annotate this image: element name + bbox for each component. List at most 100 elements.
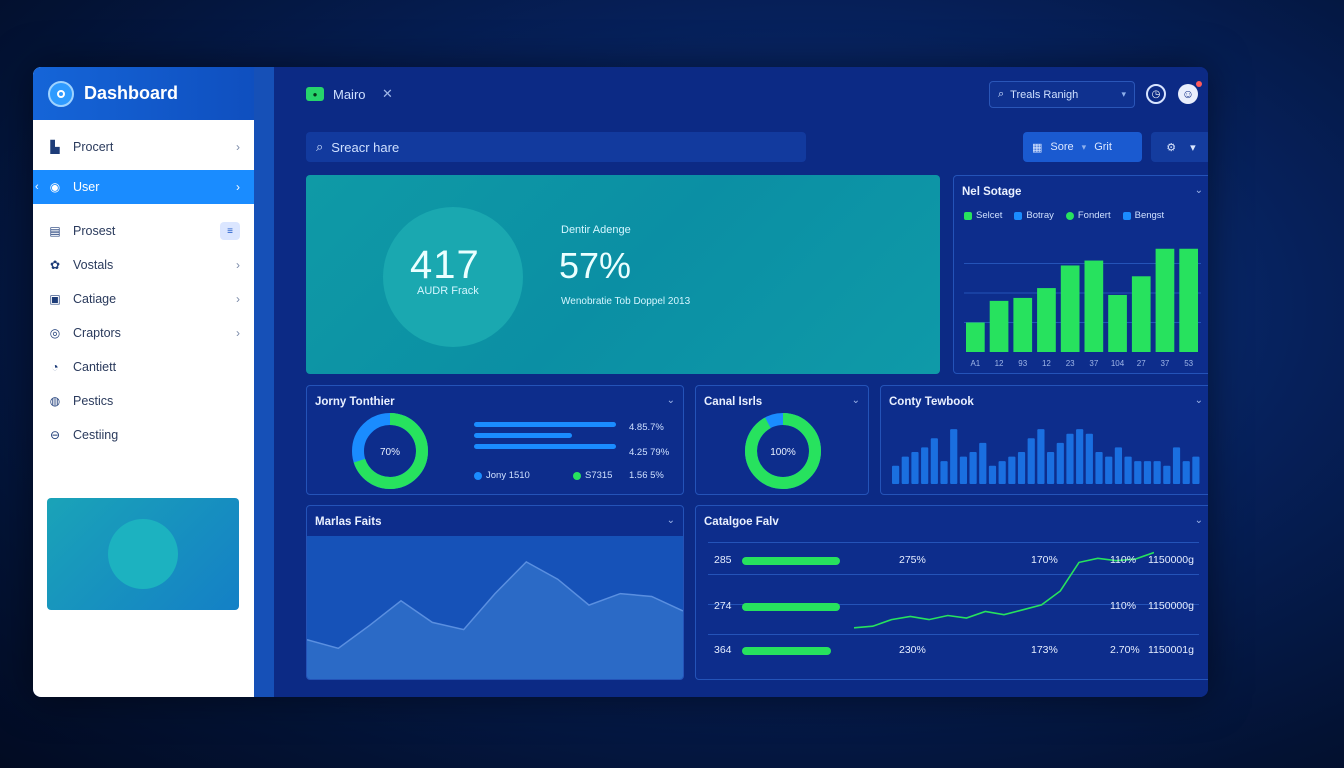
chevron-right-icon: › — [236, 292, 240, 306]
sidebar-item-label: Vostals — [73, 258, 114, 272]
bar — [1179, 248, 1198, 352]
bar — [1037, 429, 1045, 484]
search-bar[interactable]: ⌕ — [306, 132, 806, 162]
bar — [1047, 452, 1055, 484]
view-toggle-right[interactable]: Grit — [1094, 141, 1112, 153]
view-toggle[interactable]: ▦ Sore ▾ Grit — [1023, 132, 1142, 162]
tick-label: A1 — [970, 359, 980, 368]
sidebar-item-pestics[interactable]: ◍ Pestics — [33, 384, 254, 418]
sidebar-item-procert[interactable]: ▙ Procert › — [33, 130, 254, 164]
view-toggle-left[interactable]: Sore — [1050, 141, 1074, 153]
gear-icon: ⚙ — [1166, 141, 1177, 154]
hero-label: Dentir Adenge — [561, 224, 631, 236]
legend-item: S7315 — [573, 470, 612, 481]
bar — [1017, 452, 1026, 484]
row-pct: 275% — [899, 554, 926, 566]
conty-bar-chart — [892, 429, 1200, 484]
area-fill — [307, 561, 683, 679]
promo-card[interactable] — [47, 498, 239, 610]
close-icon[interactable]: ✕ — [382, 86, 393, 101]
legend-item: Botray — [1014, 210, 1054, 221]
bar — [1076, 429, 1084, 484]
card-title: Catalgoe Falv — [704, 516, 779, 528]
sidebar-item-cestiing[interactable]: ⊖ Cestiing — [33, 418, 254, 452]
search-icon: ⌕ — [316, 139, 324, 154]
chart-legend: Selcet Botray Fondert Bengst — [964, 210, 1164, 221]
chevron-down-icon: ▾ — [1121, 89, 1126, 99]
tab-mairo[interactable]: Mairo — [333, 87, 366, 102]
divider — [708, 604, 1199, 605]
legend-label: Bengst — [1134, 210, 1165, 221]
progress-bars — [474, 422, 674, 455]
hero-value-sub: AUDR Frack — [417, 285, 479, 297]
tick-label: 104 — [1111, 359, 1125, 368]
chevron-down-icon[interactable]: ⌄ — [666, 395, 675, 406]
top-search-dropdown[interactable]: ⌕ Treals Ranigh ▾ — [989, 81, 1135, 108]
bar — [959, 456, 967, 484]
sidebar-item-label: Cantiett — [73, 360, 117, 374]
divider — [708, 574, 1199, 575]
row-right-pct: 110% — [1110, 554, 1137, 566]
search-icon: ⌕ — [998, 88, 1005, 100]
sidebar-divider — [254, 67, 274, 697]
chevron-down-icon[interactable]: ⌄ — [1194, 185, 1203, 196]
row-mid: 173% — [1031, 644, 1058, 656]
bar — [1037, 288, 1056, 352]
hero-card: 417 AUDR Frack Dentir Adenge 57% Wenobra… — [306, 175, 940, 374]
bar-value: 4.25 79% — [629, 447, 670, 458]
bar — [1192, 456, 1200, 484]
legend-swatch — [573, 471, 581, 480]
chevron-right-icon: › — [236, 140, 240, 154]
bar — [1124, 456, 1132, 484]
chevron-down-icon[interactable]: ⌄ — [851, 395, 860, 406]
search-input[interactable] — [331, 139, 796, 155]
row-label: 285 — [714, 554, 732, 566]
chevron-down-icon[interactable]: ⌄ — [1194, 515, 1203, 526]
donut-value — [352, 413, 428, 489]
chevron-right-icon: › — [236, 180, 240, 194]
avatar[interactable]: ☺ — [1178, 84, 1198, 104]
legend-label: Selcet — [976, 210, 1003, 221]
bar — [1134, 461, 1142, 484]
tick-label: 27 — [1137, 359, 1146, 368]
sidebar-item-user[interactable]: ‹ ◉ User › — [33, 170, 254, 204]
row-pct: 230% — [899, 644, 926, 656]
card-title: Conty Tewbook — [889, 396, 974, 408]
chart-circle-icon: ◔ — [51, 360, 59, 374]
row-label: 274 — [714, 600, 732, 612]
sidebar-item-prosest[interactable]: ▤ Prosest ≡ — [33, 214, 254, 248]
compass-icon: ◎ — [49, 326, 61, 340]
sidebar-item-cantiett[interactable]: ◔ Cantiett — [33, 350, 254, 384]
tick-label: 37 — [1089, 359, 1098, 368]
tick-label: 53 — [1184, 359, 1193, 368]
legend-value: 1.56 5% — [629, 470, 664, 481]
folder-icon: ▤ — [49, 224, 61, 238]
marlas-card: Marlas Faits ⌄ — [306, 505, 684, 680]
bar — [930, 438, 938, 484]
sidebar-item-label: Cestiing — [73, 428, 119, 442]
main-content: ● Mairo ✕ ⌕ Treals Ranigh ▾ ◷ ☺ ⌕ ▦ Sore… — [274, 67, 1208, 697]
sidebar-item-catiage[interactable]: ▣ Catiage › — [33, 282, 254, 316]
chevron-right-icon: › — [236, 326, 240, 340]
legend-label: Botray — [1026, 210, 1054, 221]
settings-dropdown[interactable]: ⚙ ▾ — [1151, 132, 1208, 162]
card-title: Marlas Faits — [315, 516, 382, 528]
bar — [1143, 461, 1152, 484]
donut-label: 100% — [770, 447, 796, 458]
stage-card: Nel Sotage ⌄ Selcet Botray Fondert Bengs… — [953, 175, 1208, 374]
catalogue-line-chart — [854, 551, 1154, 629]
user-icon: ◉ — [49, 180, 61, 194]
chevron-down-icon[interactable]: ⌄ — [1194, 395, 1203, 406]
bar — [998, 461, 1006, 484]
card-title: Jorny Tonthier — [315, 396, 395, 408]
sidebar-item-vostals[interactable]: ✿ Vostals › — [33, 248, 254, 282]
brand[interactable]: Dashboard — [33, 67, 254, 120]
bar — [1027, 438, 1035, 484]
chevron-down-icon[interactable]: ⌄ — [666, 515, 675, 526]
notification-dot — [1196, 81, 1202, 87]
sidebar-item-craptors[interactable]: ◎ Craptors › — [33, 316, 254, 350]
bar — [950, 429, 958, 484]
tick-label: 23 — [1066, 359, 1075, 368]
pin-icon: ◍ — [49, 394, 61, 408]
clock-icon[interactable]: ◷ — [1146, 84, 1166, 104]
